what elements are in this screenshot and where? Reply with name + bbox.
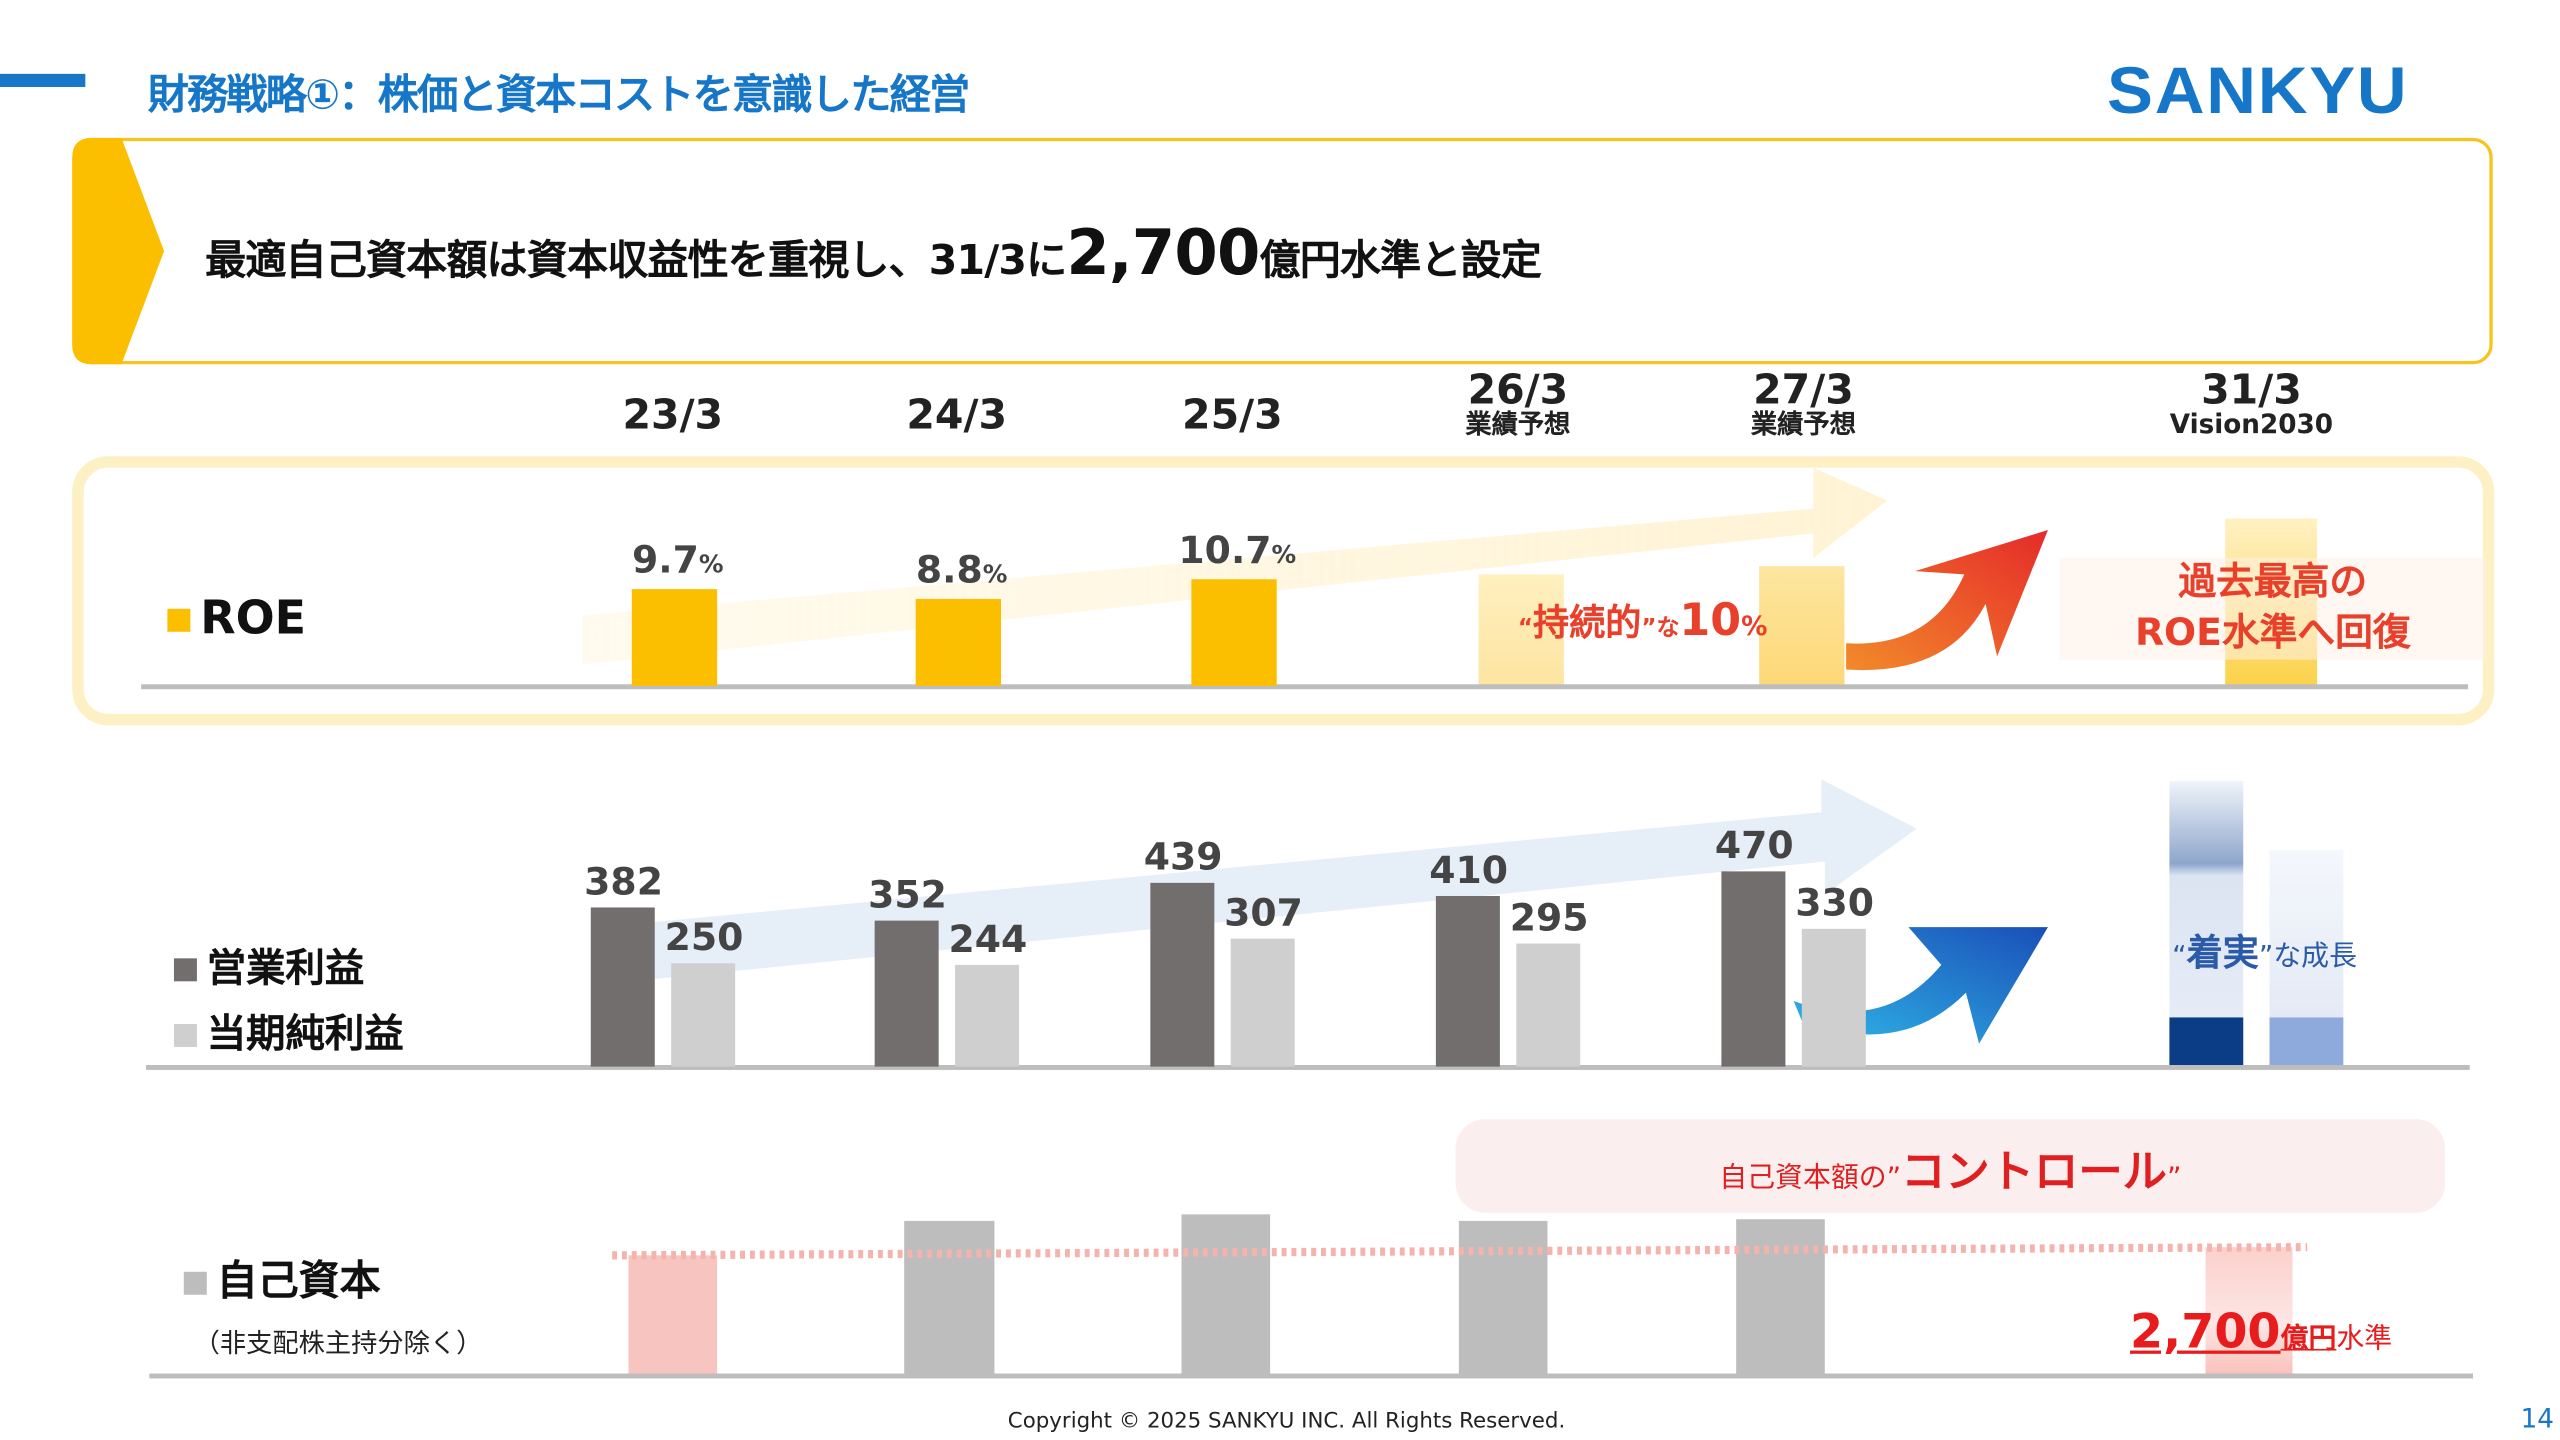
net-profit-value-label: 250	[664, 916, 744, 960]
period-label: 27/3 業績予想	[1750, 365, 1856, 440]
roe-bar-26-3	[1478, 574, 1564, 686]
op-profit-bar	[874, 919, 939, 1067]
equity-axis	[149, 1373, 2473, 1379]
net-profit-bar	[671, 962, 736, 1067]
equity-bar-26-3	[1458, 1220, 1548, 1376]
roe-bar	[631, 589, 718, 686]
net-profit-value-label: 307	[1224, 892, 1303, 936]
roe-goal-text: 過去最高の ROE水準へ回復	[2059, 557, 2487, 660]
op-profit-value-label: 382	[584, 861, 663, 905]
net-profit-bar	[955, 964, 1020, 1067]
op-profit-bar	[1150, 883, 1215, 1067]
net-profit-bar-31-3	[2269, 1017, 2344, 1067]
roe-bar-27-3	[1759, 566, 1845, 686]
equity-bar-27-3	[1736, 1219, 1825, 1376]
equity-target-dotted-line	[612, 1243, 2308, 1260]
period-label: 24/3	[906, 390, 1008, 439]
op-profit-value-label: 439	[1143, 837, 1223, 881]
equity-bar-25-3	[1181, 1214, 1271, 1376]
page-title: 財務戦略①：株価と資本コストを意識した経営	[147, 70, 970, 119]
control-callout	[1455, 1119, 2446, 1213]
equity-note: （非支配株主持分除く）	[193, 1327, 483, 1359]
roe-target-text: “持続的”な10%	[1517, 595, 1768, 647]
op-profit-bar-31-3	[2169, 1017, 2244, 1067]
net-profit-bar	[1230, 938, 1295, 1067]
period-label: 31/3 Vision2030	[2169, 365, 2334, 440]
roe-bar	[1191, 579, 1277, 686]
headline-text-end: 億円水準と設定	[1259, 236, 1542, 284]
op-profit-bar	[1435, 895, 1500, 1067]
control-text: 自己資本額の”コントロール”	[1719, 1147, 2182, 1198]
net-profit-legend: 当期純利益	[173, 1001, 404, 1058]
roe-value-label: 9.7%	[631, 540, 724, 583]
op-profit-value-label: 352	[868, 873, 947, 917]
page-number: 14	[2520, 1403, 2554, 1435]
roe-value-label: 8.8%	[915, 549, 1008, 592]
headline: 最適自己資本額は資本収益性を重視し、31/3に2,700億円水準と設定	[205, 216, 1542, 289]
op-profit-legend: 営業利益	[173, 935, 364, 992]
equity-bar-23-3	[628, 1255, 718, 1376]
banner-chevron-icon	[72, 137, 165, 365]
roe-legend: ROE	[167, 591, 306, 645]
period-label: 26/3 業績予想	[1465, 365, 1571, 440]
equity-bar-31-3	[2205, 1247, 2293, 1376]
roe-value-label: 10.7%	[1178, 530, 1297, 573]
headline-amount: 2,700	[1066, 216, 1260, 289]
sankyu-logo: SANKYU	[2107, 55, 2409, 128]
op-profit-bar	[590, 907, 655, 1067]
headline-text: 最適自己資本額は資本収益性を重視し、31/3に	[205, 236, 1067, 284]
op-profit-value-label: 410	[1429, 849, 1509, 893]
op-profit-value-label: 470	[1714, 824, 1794, 868]
net-profit-value-label: 244	[948, 918, 1028, 962]
net-profit-bar	[1516, 943, 1581, 1067]
period-label: 25/3	[1182, 390, 1283, 439]
net-profit-bar-31-3-projection	[2269, 850, 2344, 1018]
op-profit-bar-31-3-projection	[2169, 781, 2244, 1018]
roe-bar	[915, 598, 1002, 686]
accent-bar	[0, 73, 86, 87]
roe-trend-arrow-icon	[582, 467, 1888, 665]
net-profit-value-label: 295	[1509, 897, 1589, 941]
equity-bar-24-3	[904, 1220, 995, 1376]
profit-goal-text: “着実”な成長	[2172, 933, 2357, 975]
roe-up-arrow-icon	[1846, 530, 2048, 671]
period-label: 23/3	[622, 390, 724, 439]
profit-axis	[146, 1065, 2470, 1070]
net-profit-value-label: 330	[1795, 883, 1875, 926]
roe-panel	[72, 456, 2495, 726]
equity-target-text: 2,700億円水準	[2130, 1302, 2393, 1359]
op-profit-bar	[1721, 870, 1786, 1067]
roe-axis	[141, 684, 2469, 690]
net-profit-bar	[1801, 929, 1866, 1067]
copyright: Copyright © 2025 SANKYU INC. All Rights …	[1007, 1409, 1566, 1435]
equity-legend: 自己資本	[183, 1249, 381, 1308]
